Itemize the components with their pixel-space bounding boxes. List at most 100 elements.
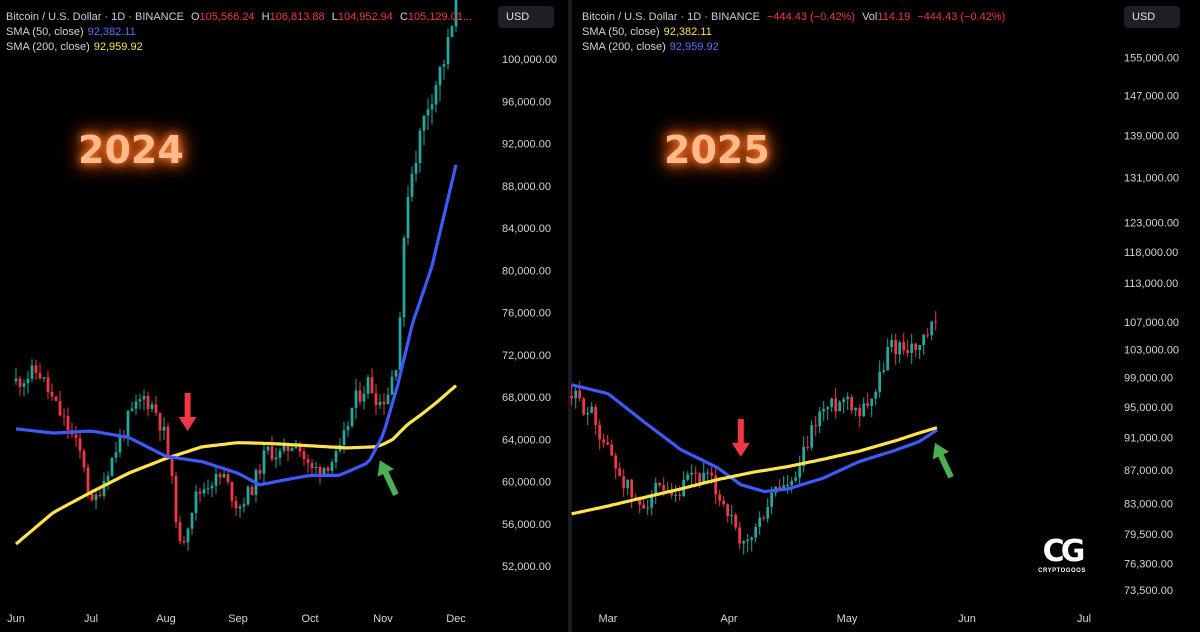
right-y-tick-9: 107,000.00 <box>1124 317 1179 329</box>
right-y-tick-4: 87,000.00 <box>1124 465 1173 477</box>
right-candle-body-75 <box>870 398 874 406</box>
left-sma200-value: 92,959.92 <box>93 41 143 53</box>
left-y-tick-4: 68,000.00 <box>502 392 551 404</box>
left-sma200-legend[interactable]: SMA (200, close) 92,959.92 <box>6 39 147 55</box>
left-currency-button[interactable]: USD <box>498 6 554 28</box>
right-x-tick-0: Mar <box>599 613 618 625</box>
left-x-tick-0: Jun <box>7 613 25 625</box>
logo-mark: CG <box>1042 534 1086 569</box>
left-y-tick-7: 80,000.00 <box>502 265 551 277</box>
left-y-tick-0: 52,000.00 <box>502 561 551 573</box>
right-sma200-legend[interactable]: SMA (200, close) 92,959.92 <box>582 39 723 55</box>
left-sma200-label: SMA (200, close) <box>6 41 90 53</box>
left-candle-body-82 <box>342 430 346 446</box>
left-candle-body-6 <box>38 372 42 379</box>
right-candle-body-21 <box>654 483 658 496</box>
right-ohlc-header: Bitcoin / U.S. Dollar · 1D · BINANCE −44… <box>582 9 1009 25</box>
right-candle-body-84 <box>906 350 910 353</box>
left-sma50-line <box>15 164 458 487</box>
right-sma200-value: 92,959.92 <box>669 41 719 53</box>
left-candle-body-26 <box>118 436 122 453</box>
left-candle-body-45 <box>194 491 198 513</box>
left-sma50-label: SMA (50, close) <box>6 26 84 38</box>
right-candle-body-2 <box>578 390 582 399</box>
right-candle-body-9 <box>606 442 610 445</box>
left-candle-body-67 <box>282 444 286 451</box>
left-sma50-legend[interactable]: SMA (50, close) 92,382.11 <box>6 24 140 40</box>
left-candle-body-62 <box>262 450 266 474</box>
left-candle-body-73 <box>306 459 310 464</box>
right-candle-body-58 <box>802 446 806 467</box>
left-candle-body-92 <box>382 401 386 405</box>
left-symbol: Bitcoin / U.S. Dollar · 1D · BINANCE <box>6 11 184 23</box>
right-candle-body-20 <box>650 495 654 508</box>
right-candle-body-60 <box>810 425 814 448</box>
right-candle-body-1 <box>574 390 578 399</box>
left-candle-body-55 <box>234 500 238 509</box>
right-candle-body-49 <box>766 506 770 519</box>
vol-label: Vol <box>862 11 878 23</box>
right-candle-body-41 <box>734 515 738 528</box>
right-candle-body-33 <box>702 472 706 483</box>
right-candle-body-4 <box>586 412 590 415</box>
left-candle-body-29 <box>130 408 134 411</box>
left-candle-body-37 <box>162 426 166 431</box>
left-y-tick-12: 100,000.00 <box>502 54 557 66</box>
left-candle-body-50 <box>214 473 218 486</box>
right-y-tick-15: 147,000.00 <box>1124 90 1179 102</box>
year-label-2025: 2025 <box>664 128 770 172</box>
left-candle-body-102 <box>422 115 426 131</box>
right-y-tick-13: 131,000.00 <box>1124 173 1179 185</box>
right-candle-body-55 <box>790 480 794 485</box>
right-candle-body-47 <box>758 517 762 527</box>
left-candle-body-61 <box>258 470 262 474</box>
right-candle-body-7 <box>598 425 602 440</box>
left-candle-body-35 <box>154 404 158 414</box>
low-label: L <box>331 11 338 23</box>
right-y-tick-14: 139,000.00 <box>1124 130 1179 142</box>
left-candle-body-98 <box>406 196 410 238</box>
left-candle-body-2 <box>22 383 26 387</box>
close-value: 105,129.01... <box>407 11 473 23</box>
left-candle-body-12 <box>62 415 66 417</box>
logo-name: CRYPTOGOOS <box>1038 568 1086 574</box>
right-sma50-value: 92,382.11 <box>663 26 712 38</box>
left-candle-body-52 <box>222 474 226 478</box>
right-y-tick-16: 155,000.00 <box>1124 53 1179 65</box>
left-x-tick-4: Oct <box>301 613 318 625</box>
left-sma50-value: 92,382.11 <box>87 26 136 38</box>
left-y-tick-5: 72,000.00 <box>502 350 551 362</box>
right-y-tick-7: 99,000.00 <box>1124 373 1173 385</box>
right-candle-body-63 <box>822 409 826 412</box>
right-symbol: Bitcoin / U.S. Dollar · 1D · BINANCE <box>582 11 760 23</box>
left-candle-body-34 <box>150 404 154 409</box>
left-candle-body-39 <box>170 455 174 476</box>
left-candle-body-48 <box>206 488 210 490</box>
left-candle-body-49 <box>210 485 214 489</box>
right-candle-body-88 <box>922 334 926 345</box>
right-candle-body-23 <box>662 485 666 491</box>
left-candle-body-36 <box>158 413 162 431</box>
left-candle-body-32 <box>142 396 146 400</box>
right-candle-body-54 <box>786 484 790 486</box>
left-candle-body-57 <box>242 504 246 507</box>
left-candle-body-13 <box>66 416 70 431</box>
left-candle-body-83 <box>346 425 350 431</box>
left-candle-body-69 <box>290 448 294 451</box>
right-sma50-legend[interactable]: SMA (50, close) 92,382.11 <box>582 24 716 40</box>
left-y-tick-10: 92,000.00 <box>502 139 551 151</box>
right-currency-button[interactable]: USD <box>1124 6 1180 28</box>
right-candle-body-50 <box>770 492 774 507</box>
left-candle-body-103 <box>426 109 430 116</box>
left-candle-body-51 <box>218 473 222 478</box>
right-candle-body-81 <box>894 339 898 355</box>
right-candle-body-74 <box>866 403 870 406</box>
left-candle-body-11 <box>58 400 62 416</box>
left-candle-body-56 <box>238 506 242 509</box>
left-candle-body-64 <box>270 446 274 460</box>
left-candle-body-54 <box>230 482 234 501</box>
right-candle-body-36 <box>714 475 718 495</box>
low-value: 104,952.94 <box>337 11 393 23</box>
left-candle-body-108 <box>446 36 450 65</box>
right-candle-body-73 <box>862 403 866 417</box>
